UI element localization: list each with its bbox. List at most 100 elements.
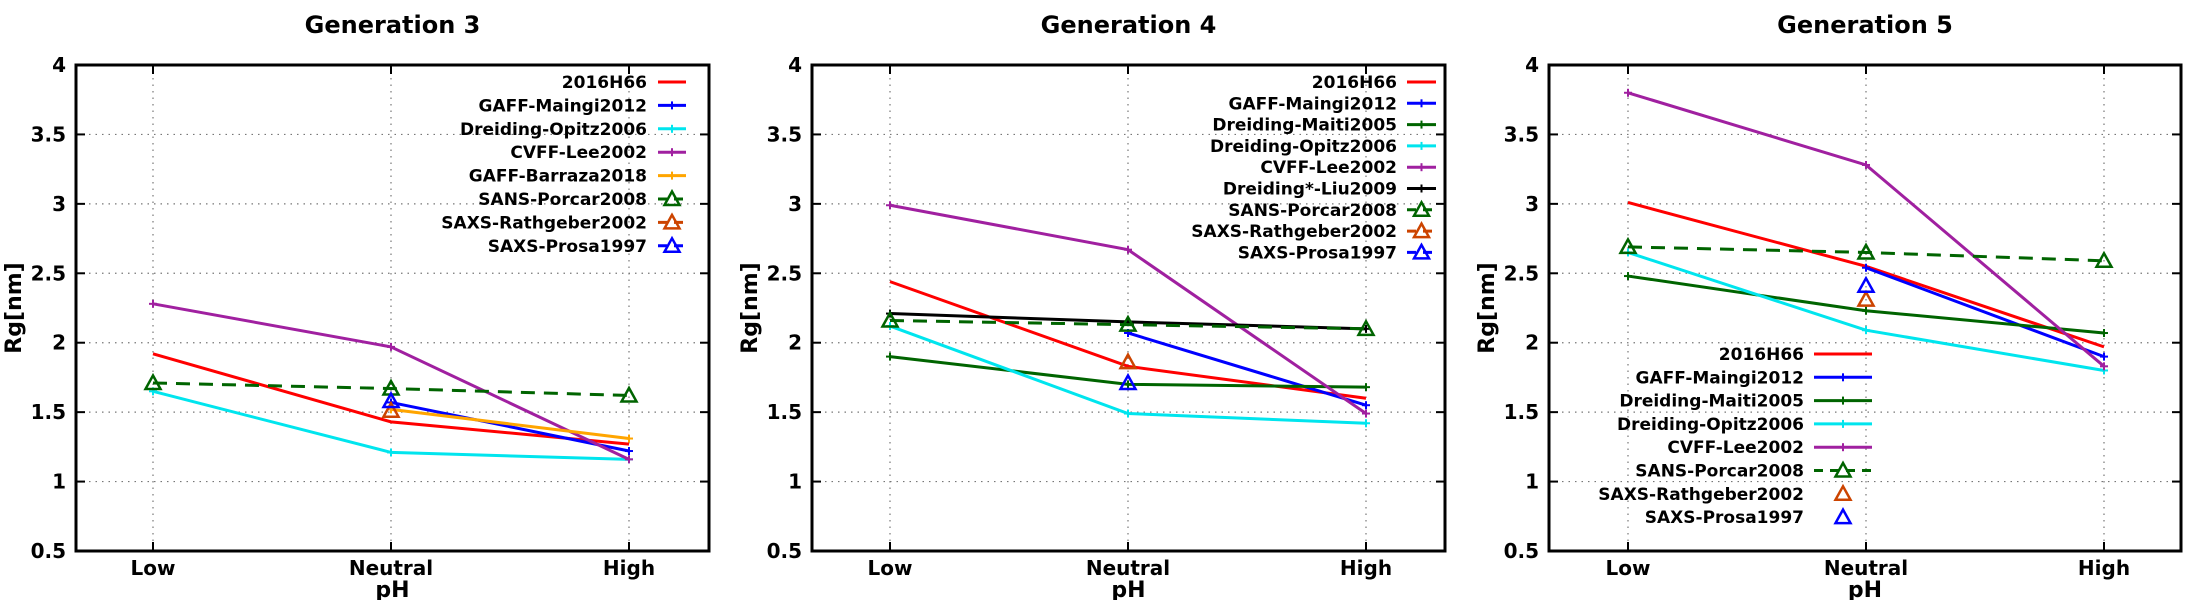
chart-title: Generation 3 <box>305 11 481 39</box>
series-line <box>1127 331 1367 407</box>
y-tick-label: 1 <box>52 470 66 494</box>
y-tick-label: 1 <box>1525 470 1539 494</box>
series-4 <box>1624 88 2108 371</box>
data-point <box>1833 507 1853 525</box>
data-point <box>381 400 401 419</box>
legend-label: 2016H66 <box>562 73 647 93</box>
y-tick-label: 3.5 <box>767 122 802 146</box>
legend-label: SANS-Porcar2008 <box>478 190 647 210</box>
y-tick-label: 3 <box>788 192 802 216</box>
legend-label: GAFF-Maingi2012 <box>479 96 648 116</box>
series-4 <box>886 201 1370 418</box>
plot-frame <box>810 63 1447 553</box>
legend-label: Dreiding-Maiti2005 <box>1619 392 1804 412</box>
y-tick-label: 3 <box>52 192 66 216</box>
data-point <box>1118 314 1138 332</box>
series-1 <box>1124 328 1370 410</box>
series-7 <box>1856 275 1876 294</box>
chart-title: Generation 5 <box>1777 11 1953 39</box>
data-point <box>1411 199 1432 218</box>
data-point <box>1856 242 1876 260</box>
data-point <box>1118 352 1138 370</box>
x-tick-label: Neutral <box>1824 556 1908 580</box>
legend-label: 2016H66 <box>1312 73 1397 93</box>
series-line <box>1865 266 2105 359</box>
panel-2: Generation 4 0.5 1 1.5 2 2.5 3 3.5 4 Low Neutral Hi… <box>738 11 1447 600</box>
x-axis-label: pH <box>1111 578 1145 600</box>
data-point <box>1833 483 1853 502</box>
data-point <box>1833 460 1853 478</box>
legend-label: 2016H66 <box>1719 345 1804 365</box>
data-point <box>2094 250 2114 269</box>
series-6 <box>880 310 1376 337</box>
y-tick-label: 3.5 <box>31 122 66 146</box>
legend-label: SAXS-Rathgeber2002 <box>441 213 647 233</box>
data-point <box>1118 372 1138 391</box>
y-tick-label: 0.5 <box>767 539 802 563</box>
series-line <box>1627 245 2105 263</box>
data-point <box>662 235 682 254</box>
x-tick-label: Low <box>131 556 176 580</box>
data-point <box>143 372 163 391</box>
chart-title: Generation 4 <box>1041 11 1217 39</box>
x-axis-label: pH <box>1848 578 1882 600</box>
y-axis-label: Rg[nm] <box>2 262 27 353</box>
data-point <box>880 310 900 328</box>
data-point <box>1618 236 1638 255</box>
plot-frame <box>74 63 711 553</box>
data-point <box>1411 221 1432 239</box>
series-6 <box>1856 289 1876 307</box>
y-tick-label: 4 <box>52 53 66 77</box>
series-3 <box>149 299 633 464</box>
data-point <box>1856 275 1876 294</box>
x-tick-label: Neutral <box>1086 556 1170 580</box>
legend-label: SAXS-Prosa1997 <box>1645 508 1804 528</box>
legend-label: SANS-Porcar2008 <box>1635 462 1804 482</box>
y-tick-label: 3.5 <box>1504 122 1539 146</box>
y-tick-label: 4 <box>788 53 802 77</box>
y-tick-label: 3 <box>1525 192 1539 216</box>
data-point <box>1356 318 1376 337</box>
y-tick-label: 1 <box>788 470 802 494</box>
series-7 <box>1118 352 1138 370</box>
y-tick-label: 0.5 <box>1504 539 1539 563</box>
panel-1: Generation 3 0.5 1 1.5 2 2.5 3 3.5 4 Low Neutral Hi… <box>2 11 711 600</box>
series-6 <box>381 400 401 419</box>
legend-label: GAFF-Maingi2012 <box>1229 94 1398 114</box>
series-1 <box>1862 263 2108 361</box>
legend-label: Dreiding-Opitz2006 <box>460 120 647 140</box>
legend-label: SANS-Porcar2008 <box>1228 201 1397 221</box>
x-tick-label: Low <box>868 556 913 580</box>
x-tick-label: Neutral <box>349 556 433 580</box>
x-axis-label: pH <box>375 578 409 600</box>
legend-label: Dreiding*-Liu2009 <box>1223 180 1397 200</box>
y-tick-label: 1.5 <box>31 400 66 424</box>
series-2 <box>886 352 1370 392</box>
series-line <box>390 407 630 441</box>
y-tick-label: 2 <box>1525 331 1539 355</box>
legend-label: SAXS-Prosa1997 <box>488 237 647 257</box>
legend-label: GAFF-Maingi2012 <box>1636 368 1805 388</box>
legend-label: GAFF-Barraza2018 <box>469 167 647 187</box>
data-point <box>381 390 401 409</box>
series-line <box>390 400 630 453</box>
y-tick-label: 0.5 <box>31 539 66 563</box>
series-line <box>152 352 630 446</box>
legend-label: Dreiding-Opitz2006 <box>1617 415 1804 435</box>
data-point <box>1411 242 1432 260</box>
series-8 <box>1118 372 1138 391</box>
y-tick-label: 2.5 <box>1504 261 1539 285</box>
legend-label: Dreiding-Maiti2005 <box>1212 116 1397 136</box>
series-2 <box>1624 272 2108 337</box>
y-axis-label: Rg[nm] <box>738 262 763 353</box>
y-tick-label: 1.5 <box>1504 400 1539 424</box>
y-tick-label: 2 <box>52 331 66 355</box>
series-5 <box>1618 236 2114 269</box>
data-point <box>662 188 682 207</box>
plot-frame <box>1547 63 2183 553</box>
legend-label: Dreiding-Opitz2006 <box>1210 137 1397 157</box>
y-tick-label: 2.5 <box>767 261 802 285</box>
series-line <box>152 381 630 397</box>
